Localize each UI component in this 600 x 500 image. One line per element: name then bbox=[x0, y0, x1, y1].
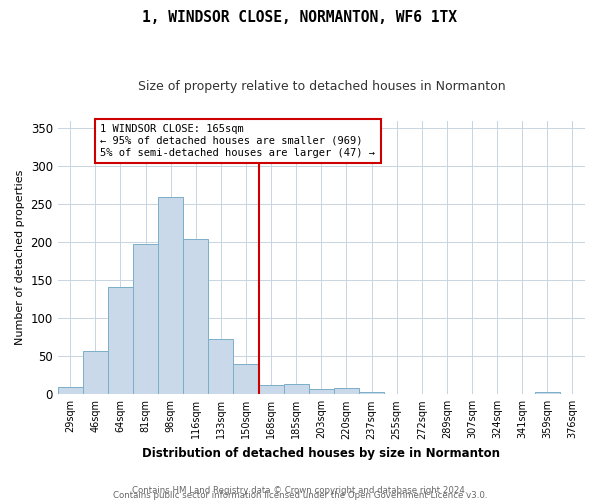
Text: 1 WINDSOR CLOSE: 165sqm
← 95% of detached houses are smaller (969)
5% of semi-de: 1 WINDSOR CLOSE: 165sqm ← 95% of detache… bbox=[100, 124, 376, 158]
Y-axis label: Number of detached properties: Number of detached properties bbox=[15, 170, 25, 345]
Bar bbox=[334, 388, 359, 394]
Bar bbox=[133, 244, 158, 394]
Bar bbox=[58, 386, 83, 394]
Bar bbox=[158, 196, 183, 394]
Bar bbox=[183, 239, 208, 394]
X-axis label: Distribution of detached houses by size in Normanton: Distribution of detached houses by size … bbox=[142, 447, 500, 460]
Bar bbox=[535, 392, 560, 394]
Bar bbox=[309, 389, 334, 394]
Bar bbox=[233, 364, 259, 394]
Title: Size of property relative to detached houses in Normanton: Size of property relative to detached ho… bbox=[137, 80, 505, 93]
Text: 1, WINDSOR CLOSE, NORMANTON, WF6 1TX: 1, WINDSOR CLOSE, NORMANTON, WF6 1TX bbox=[143, 10, 458, 25]
Bar bbox=[284, 384, 309, 394]
Text: Contains public sector information licensed under the Open Government Licence v3: Contains public sector information licen… bbox=[113, 491, 487, 500]
Text: Contains HM Land Registry data © Crown copyright and database right 2024.: Contains HM Land Registry data © Crown c… bbox=[132, 486, 468, 495]
Bar bbox=[208, 339, 233, 394]
Bar bbox=[108, 287, 133, 395]
Bar bbox=[259, 385, 284, 394]
Bar bbox=[359, 392, 384, 394]
Bar bbox=[83, 351, 108, 395]
